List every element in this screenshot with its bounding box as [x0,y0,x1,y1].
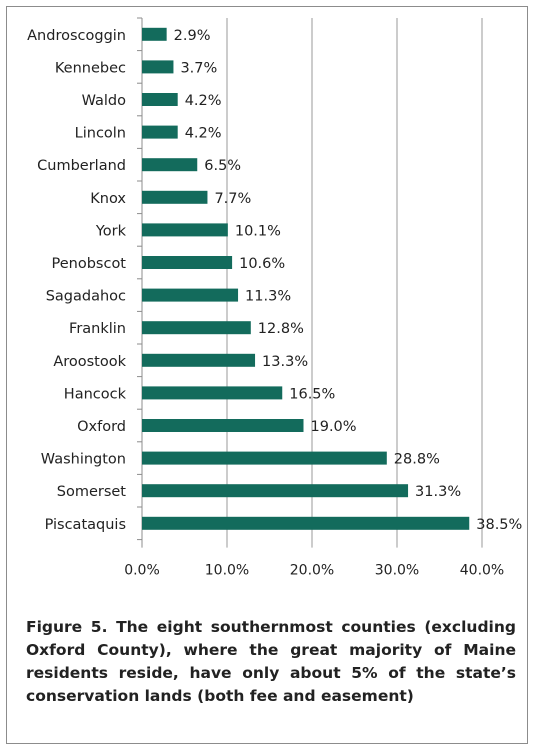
x-tick-labels: 0.0% 10.0% 20.0% 30.0% 40.0% [124,563,504,579]
bar [142,256,233,269]
bar [142,27,167,41]
data-label: 28.8% [394,452,440,468]
x-tick-label: 0.0% [124,563,160,579]
data-label: 31.3% [415,484,461,500]
data-label: 2.9% [174,28,211,44]
gridlines [226,18,483,548]
bar [142,419,304,432]
data-label: 6.5% [204,158,241,174]
data-label: 10.1% [235,223,281,239]
bar [142,484,409,498]
bar [142,321,251,335]
bars [142,27,470,530]
bar-chart: 2.9% 3.7% 4.2% 4.2% 6.5% 7.7% 10.1% 10.6% 11.3% 1… [27,17,523,579]
category-label: Oxford [77,419,126,435]
x-tick-label: 10.0% [205,563,249,579]
bar [142,60,174,74]
x-tick-label: 40.0% [460,563,504,579]
bar [142,190,208,204]
y-axis [137,17,143,548]
bar [142,386,283,400]
category-label: Cumberland [37,158,126,174]
data-label: 4.2% [185,126,222,142]
category-labels: Androscoggin Kennebec Waldo Lincoln Cumberla… [27,28,126,533]
bar [142,516,470,530]
figure-frame [6,6,528,744]
category-label: Piscataquis [45,517,126,533]
category-label: Waldo [82,93,127,109]
category-label: Somerset [57,484,127,500]
data-labels: 2.9% 3.7% 4.2% 4.2% 6.5% 7.7% 10.1% 10.6% 11.3% 1… [174,28,523,533]
data-label: 3.7% [180,60,217,76]
data-label: 12.8% [258,321,304,337]
category-label: Kennebec [55,60,126,76]
data-label: 38.5% [476,517,522,533]
category-label: Hancock [64,386,127,402]
bar [142,451,387,465]
category-label: Androscoggin [27,28,126,44]
category-label: York [95,223,127,239]
category-label: Sagadahoc [46,289,126,305]
data-label: 19.0% [311,419,357,435]
x-tick-label: 20.0% [290,563,334,579]
category-label: Aroostook [53,354,126,370]
data-label: 11.3% [245,289,291,305]
data-label: 16.5% [289,386,335,402]
x-tick-label: 30.0% [375,563,419,579]
data-label: 13.3% [262,354,308,370]
data-label: 7.7% [214,191,251,207]
figure-caption: Figure 5. The eight southernmost countie… [26,618,516,705]
bar [142,288,239,302]
bar [142,353,256,367]
category-label: Knox [90,191,126,207]
bar [142,223,228,237]
category-label: Penobscot [52,256,127,272]
category-label: Lincoln [75,126,126,142]
bar [142,93,178,106]
bar [142,158,198,172]
bar [142,125,178,139]
data-label: 4.2% [185,93,222,109]
category-label: Washington [41,452,126,468]
category-label: Franklin [69,321,126,337]
data-label: 10.6% [239,256,285,272]
